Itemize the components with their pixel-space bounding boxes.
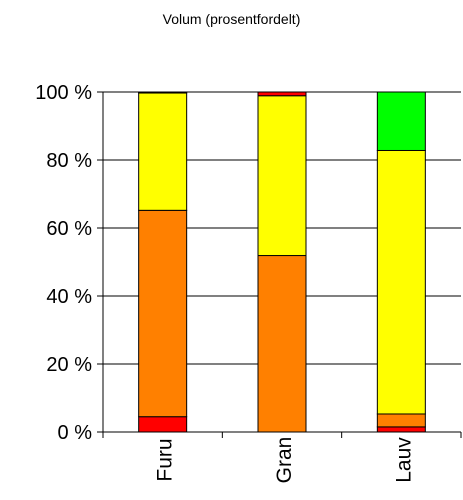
bar-segment [138,416,188,433]
bar-segment [138,209,188,418]
bar-segment [257,255,307,433]
y-tick-label: 20 % [46,354,92,376]
axes [97,91,462,438]
bar-segment [376,413,426,428]
y-tick-label: 80 % [46,150,92,172]
bar-segment [376,91,426,151]
bar-segment [138,92,188,211]
y-tick-label: 60 % [46,218,92,240]
bar-segment [257,95,307,257]
y-tick-label: 0 % [58,422,93,444]
bar-segment [376,426,426,433]
tick-labels: 0 % 20 % 40 % 60 % 80 % 100 % Furu Gran Lauv [35,82,415,483]
y-tick-label: 100 % [35,82,92,104]
chart-title: Volum (prosentfordelt) [162,11,301,27]
x-tick-label: Furu [154,438,177,481]
bar-segment [257,91,307,97]
bars [138,91,426,433]
y-tick-label: 40 % [46,286,92,308]
x-tick-label: Lauv [392,437,415,483]
bar-segment [376,149,426,415]
x-tick-label: Gran [273,437,296,484]
bar-segment [138,91,188,94]
